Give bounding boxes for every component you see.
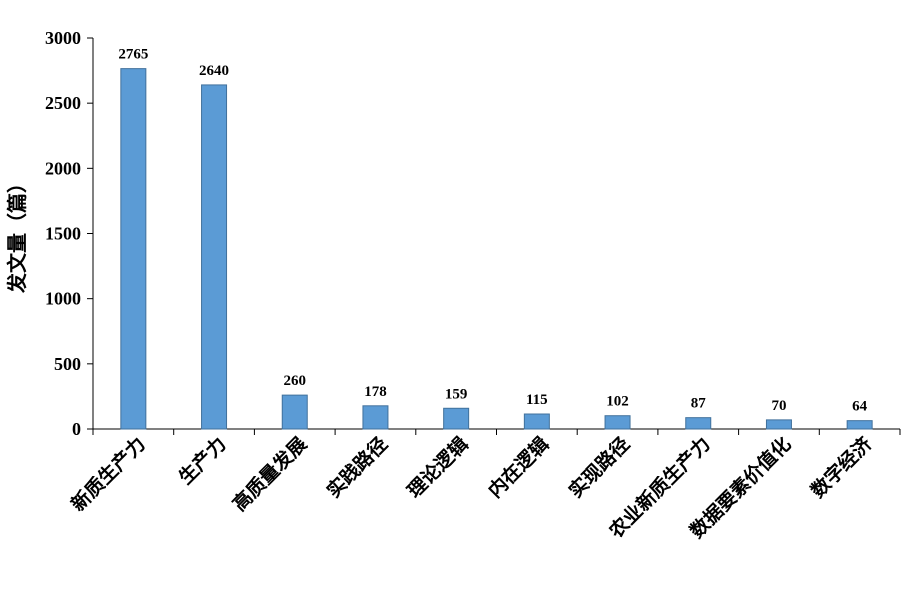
bar (523, 413, 550, 430)
data-labels-group: 2765 2640 260 178 159 115 102 87 70 64 (118, 47, 867, 415)
data-label: 2640 (199, 63, 229, 79)
category-label: 生产力 (174, 432, 231, 489)
y-axis-title: 发文量（篇） (5, 173, 29, 294)
bar (685, 417, 712, 430)
data-label: 70 (771, 398, 786, 414)
y-tick-label: 1500 (45, 224, 81, 244)
data-label: 159 (445, 386, 468, 402)
x-axis (92, 428, 901, 435)
bar (281, 394, 308, 430)
data-label: 64 (852, 399, 868, 415)
y-axis: 0 500 1000 1500 2000 2500 3000 (45, 28, 94, 439)
category-label: 理论逻辑 (403, 432, 473, 502)
category-label: 实践路径 (322, 432, 392, 502)
bar (201, 84, 228, 430)
bar (765, 419, 792, 430)
bar (120, 68, 147, 430)
category-label: 实现路径 (564, 432, 634, 502)
category-label: 新质生产力 (66, 432, 149, 515)
data-label: 102 (606, 394, 629, 410)
y-tick-label: 2000 (45, 158, 81, 178)
y-tick-label: 0 (72, 419, 81, 439)
y-tick-label: 3000 (45, 28, 81, 48)
bar (443, 407, 470, 430)
bars-group (120, 68, 873, 430)
category-label: 高质量发展 (228, 432, 311, 515)
category-label: 数字经济 (806, 432, 877, 503)
bar (362, 405, 389, 430)
y-tick-label: 1000 (45, 289, 81, 309)
data-label: 2765 (118, 47, 148, 63)
y-tick-label: 500 (54, 354, 81, 374)
data-label: 115 (526, 392, 548, 408)
data-label: 260 (284, 373, 307, 389)
bar (604, 415, 631, 430)
data-label: 87 (691, 396, 707, 412)
bar (846, 420, 873, 430)
y-tick-label: 2500 (45, 93, 81, 113)
data-label: 178 (364, 384, 387, 400)
category-label: 内在逻辑 (483, 432, 553, 502)
